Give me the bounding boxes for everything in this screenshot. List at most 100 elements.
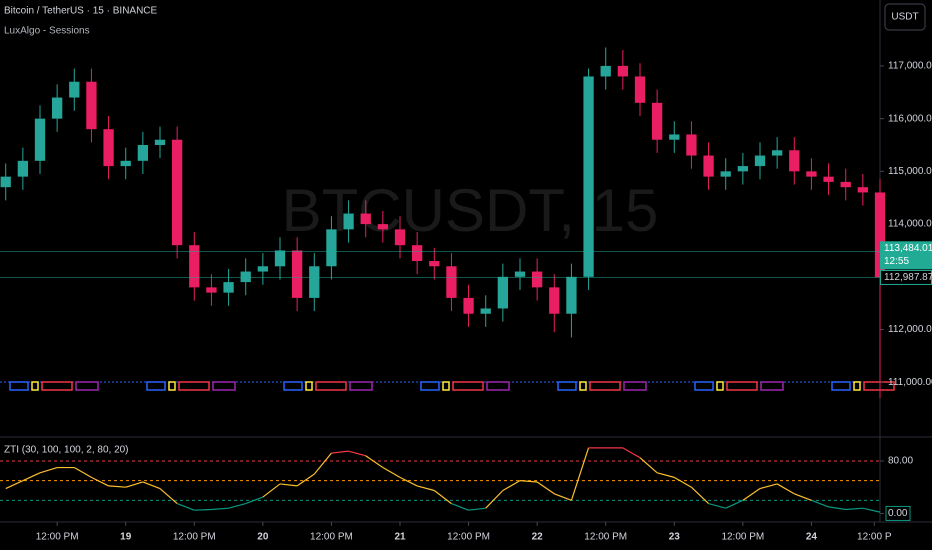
zti-segment: [656, 472, 675, 478]
candle-body: [754, 155, 766, 167]
zti-segment: [794, 493, 812, 501]
session-box: [853, 381, 861, 391]
price-label-box: [880, 241, 932, 270]
candle-body: [309, 266, 320, 298]
zti-segment: [776, 483, 795, 495]
candle-body: [292, 250, 303, 298]
x-tick-label: 21: [394, 532, 406, 543]
oscillator-title: ZTI (30, 100, 100, 2, 80, 20): [4, 445, 129, 456]
zti-segment: [5, 480, 24, 490]
zti-segment: [759, 483, 778, 490]
candle-body: [686, 134, 697, 156]
zti-segment: [399, 476, 418, 487]
candle-body: [412, 245, 423, 261]
zti-segment: [451, 503, 469, 511]
candle-body: [874, 192, 886, 278]
candle-body: [446, 266, 457, 298]
watermark: BTCUSDT, 15: [282, 177, 659, 244]
candle-body: [154, 139, 166, 145]
candle-body: [189, 245, 200, 288]
candle-body: [789, 150, 800, 172]
candle-body: [600, 65, 611, 77]
sessions: [0, 381, 895, 391]
candle-body: [669, 134, 680, 140]
candle-body: [394, 229, 406, 246]
candle-body: [0, 176, 11, 188]
zti-segment: [862, 507, 881, 513]
candle-body: [103, 129, 114, 167]
zti-segment: [519, 480, 538, 483]
session-box: [831, 381, 851, 391]
zti-segment: [485, 490, 504, 509]
x-tick-label: 12:00 PM: [721, 532, 764, 543]
session-box: [212, 381, 236, 391]
zti-segment: [536, 481, 555, 495]
currency-label[interactable]: USDT: [891, 12, 918, 23]
session-box: [760, 381, 784, 391]
candle-body: [532, 271, 543, 288]
symbol-title: Bitcoin / TetherUS · 15 · BINANCE: [4, 6, 158, 17]
y-tick-label: 117,000.00: [888, 61, 932, 72]
session-box: [589, 381, 621, 391]
zti-segment: [708, 503, 726, 509]
session-box: [31, 381, 39, 391]
x-tick-label: 12:00 PM: [173, 532, 216, 543]
zti-segment: [348, 450, 366, 457]
zti-segment: [91, 476, 109, 487]
osc-label-box: [885, 505, 911, 521]
candle-body: [583, 76, 594, 277]
candle-body: [737, 166, 748, 172]
candle-body: [274, 250, 286, 267]
x-tick-label: 12:00 PM: [36, 532, 79, 543]
zti-segment: [382, 467, 401, 478]
session-box: [41, 381, 73, 391]
zti-segment: [433, 490, 452, 505]
currency-button[interactable]: [884, 3, 926, 31]
y-tick-label: 112,000.00: [888, 324, 932, 335]
candle-body: [172, 139, 183, 246]
candle-body: [86, 81, 97, 130]
session-box: [305, 381, 313, 391]
zti-segment: [742, 488, 761, 501]
zti-segment: [502, 480, 521, 492]
indicator-title: LuxAlgo - Sessions: [4, 26, 90, 37]
candle-body: [206, 287, 217, 293]
candle-body: [52, 97, 63, 119]
session-box: [178, 381, 210, 391]
zti-segment: [228, 503, 246, 509]
x-tick-label: 20: [257, 532, 269, 543]
candle-body: [343, 213, 354, 230]
session-box: [623, 381, 647, 391]
candle-body: [429, 261, 440, 267]
session-box: [146, 381, 166, 391]
x-tick-label: 12:00 PM: [447, 532, 490, 543]
zti-segment: [331, 450, 349, 454]
candle-body: [703, 155, 714, 177]
zti-segment: [639, 457, 658, 474]
plot: 111,000.00 112,000.00 114,000.00 115,000.00…: [0, 47, 932, 543]
session-box: [486, 381, 510, 391]
zti-segment: [416, 485, 435, 492]
session-box: [315, 381, 347, 391]
zti-segment: [570, 447, 590, 501]
x-tick-label: 24: [806, 532, 818, 543]
x-tick-label: 12:00 PM: [584, 532, 627, 543]
zti-segment: [142, 481, 161, 490]
zti-segment: [194, 508, 212, 511]
zti-segment: [108, 485, 126, 488]
candle-body: [377, 224, 388, 230]
y-tick-label: 116,000.00: [888, 113, 932, 124]
countdown: 12:55: [884, 256, 909, 267]
zti-segment: [845, 507, 863, 511]
zti-segment: [39, 466, 58, 474]
candle-body: [549, 287, 560, 314]
candle-body: [34, 118, 46, 161]
session-box: [420, 381, 440, 391]
x-tick-label: 23: [669, 532, 681, 543]
session-box: [283, 381, 303, 391]
candle-body: [617, 65, 628, 77]
session-box: [168, 381, 176, 391]
candle-body: [69, 81, 80, 98]
zti-segment: [73, 467, 92, 478]
candle-body: [720, 171, 731, 177]
